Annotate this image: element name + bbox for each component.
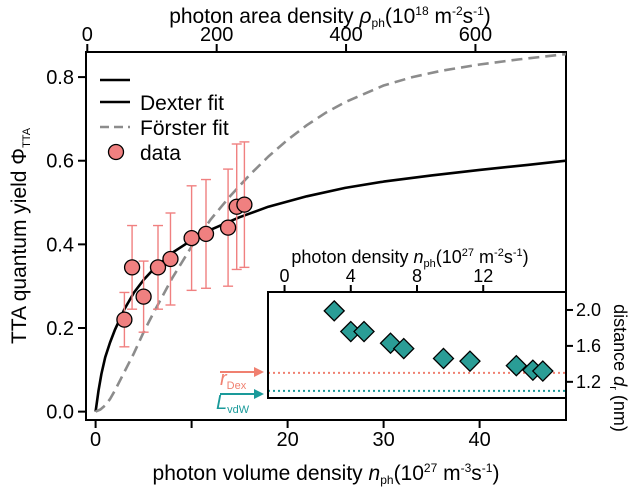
ref-label-rdex: rDex	[220, 367, 264, 392]
y-tick-label: 0.8	[46, 67, 74, 89]
inset-data-point	[323, 299, 346, 322]
legend-marker-data	[107, 143, 125, 161]
data-point	[149, 259, 167, 276]
inset-x-tick-label: 4	[346, 266, 356, 286]
inset-data-point	[392, 337, 415, 360]
top-axis-label: photon area density ρph(1018 m-2s-1)	[169, 4, 491, 30]
x-tick-label: 30	[372, 429, 394, 451]
inset-y-axis-label: distance dr (nm)	[607, 304, 629, 432]
inset-data-point	[353, 320, 375, 343]
svg-text:rDex: rDex	[220, 368, 247, 392]
inset-x-tick-label: 0	[280, 266, 290, 286]
inset-plot-background	[268, 292, 566, 398]
top-tick-label: 400	[329, 24, 362, 46]
inset-data-point	[505, 354, 528, 377]
inset-data-points	[323, 299, 554, 382]
data-point	[197, 225, 215, 243]
legend: Dexter fit Förster fit data	[100, 78, 229, 165]
y-tick-label: 0.4	[46, 234, 74, 256]
data-point	[219, 219, 237, 236]
svg-text:LvdW: LvdW	[216, 392, 250, 416]
x-tick-label: 20	[276, 429, 298, 451]
inset-data-point	[531, 360, 554, 382]
top-tick-label: 0	[82, 24, 93, 46]
legend-label-dexter: Dexter fit	[140, 92, 224, 115]
inset-y-tick-label: 1.6	[576, 336, 601, 356]
x-tick-label: 0	[90, 429, 101, 451]
x-tick-label: 40	[468, 429, 490, 451]
ref-label-lvdw: LvdW	[216, 389, 264, 416]
inset-x-tick-label: 8	[412, 266, 422, 286]
y-tick-label: 0.0	[46, 402, 74, 424]
inset-axis-ticks: 0 4 8 12 1.2 1.6 2.0	[280, 266, 601, 392]
data-point	[123, 259, 141, 276]
inset-data-point	[459, 350, 481, 373]
data-point	[162, 250, 179, 268]
legend-label-data: data	[140, 142, 181, 165]
inset-x-tick-label: 12	[473, 266, 493, 286]
main-plot-frame	[85, 51, 567, 421]
inset-data-point	[432, 347, 455, 370]
data-point	[116, 311, 133, 328]
data-point	[236, 196, 253, 213]
y-tick-label: 0.2	[46, 318, 74, 340]
x-axis-label: photon volume density nph(1027 m-3s-1)	[153, 461, 500, 487]
inset-y-tick-label: 1.2	[576, 372, 601, 392]
inset-x-axis-label: photon density nph(1027 m-2s-1)	[291, 247, 528, 270]
top-tick-label: 200	[200, 24, 233, 46]
inset-y-tick-label: 2.0	[576, 300, 601, 320]
data-point	[183, 229, 200, 247]
data-point	[135, 288, 152, 305]
top-tick-label: 600	[459, 24, 492, 46]
y-tick-label: 0.6	[46, 151, 74, 173]
y-axis-label: TTA quantum yield ΦTTA	[8, 127, 33, 344]
dexter-fitline	[94, 159, 566, 412]
main-curves	[94, 52, 566, 413]
main-data-points	[116, 141, 253, 348]
legend-label-forster: Förster fit	[140, 117, 229, 140]
